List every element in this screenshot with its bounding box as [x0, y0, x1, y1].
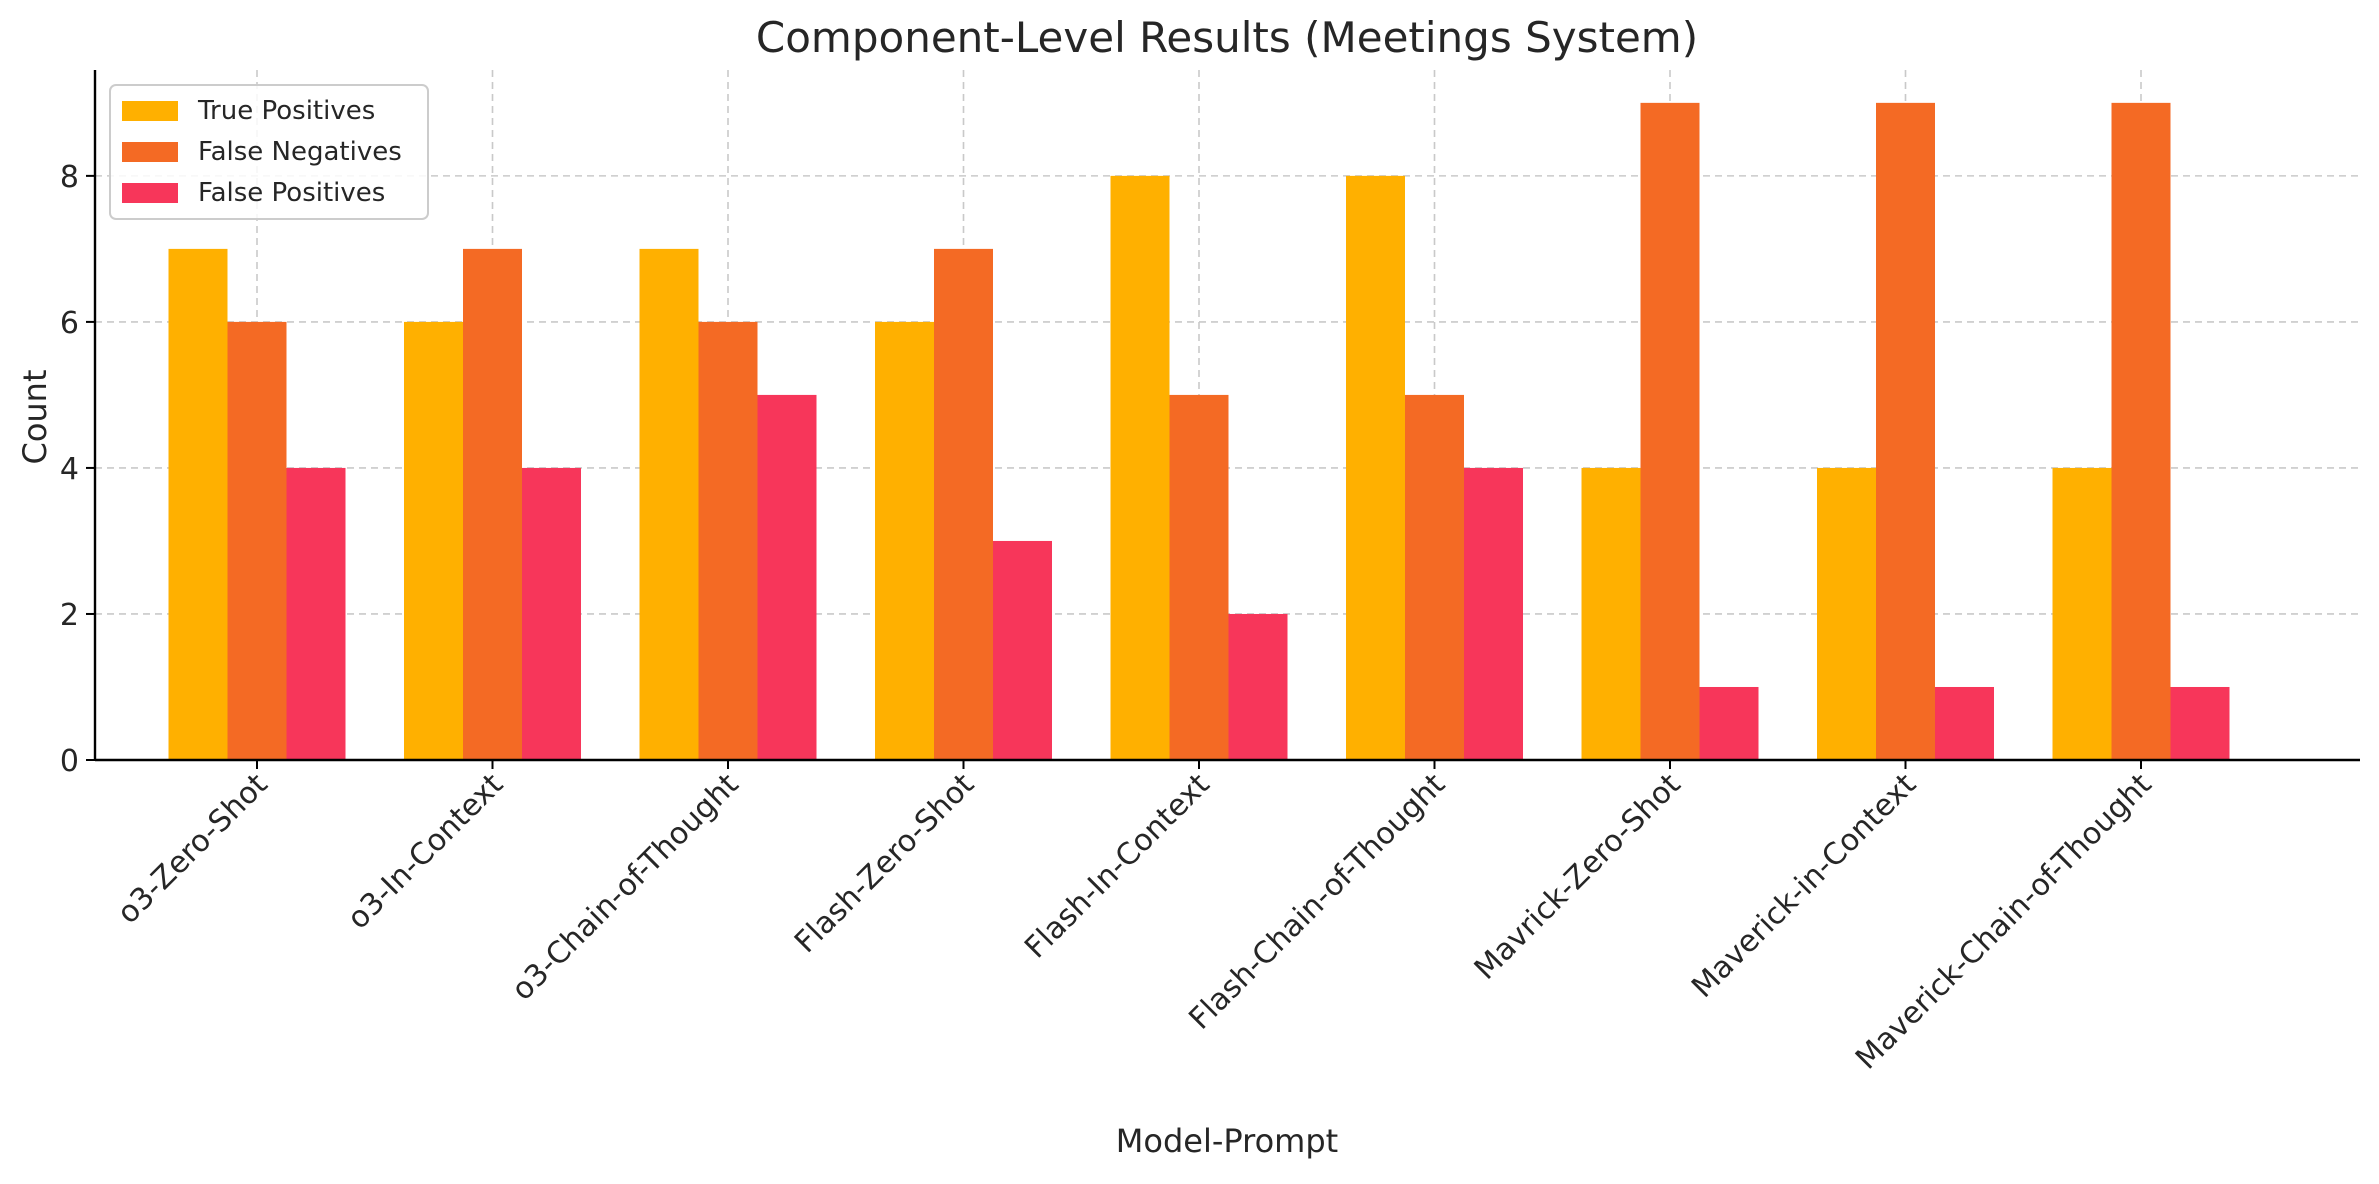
bar-false-negatives	[934, 248, 993, 760]
legend-swatch	[122, 142, 178, 162]
bar-false-negatives	[1169, 394, 1229, 760]
x-tick-label: Flash-In-Context	[1018, 767, 1217, 966]
bar-false-negatives	[1876, 102, 1935, 761]
bar-true-positives	[1346, 175, 1405, 760]
legend: True Positives False Negatives False Posit…	[109, 84, 429, 220]
y-axis-label: Count	[16, 369, 54, 464]
y-tick-label: 4	[60, 452, 79, 487]
x-tick-label: o3-Zero-Shot	[111, 767, 275, 931]
bar-false-positives	[1464, 467, 1523, 760]
bar-true-positives	[404, 321, 463, 760]
chart-title: Component-Level Results (Meetings System…	[756, 13, 1698, 62]
axes	[86, 70, 2360, 769]
x-tick-label: o3-Chain-of-Thought	[505, 767, 746, 1008]
bar-false-positives	[1935, 686, 1994, 760]
bars	[168, 102, 2230, 761]
bar-false-negatives	[698, 321, 758, 760]
bar-false-negatives	[463, 248, 522, 760]
bar-true-positives	[2052, 467, 2112, 760]
bar-false-negatives	[227, 321, 287, 760]
bar-false-positives	[993, 540, 1052, 760]
bar-true-positives	[168, 248, 228, 760]
x-tick-labels: o3-Zero-Shot o3-In-Contexto3-Chain-of-Tho…	[111, 767, 2159, 1077]
bar-true-positives	[1817, 467, 1876, 760]
x-tick-label: Maverick-in-Context	[1685, 767, 1923, 1005]
legend-label: True Positives	[197, 96, 375, 126]
y-tick-label: 6	[60, 306, 79, 341]
bar-false-positives	[2170, 686, 2230, 760]
bar-true-positives	[1110, 175, 1170, 760]
legend-swatch	[122, 101, 178, 121]
x-axis-label: Model-Prompt	[1116, 1122, 1338, 1160]
y-tick-labels: 0 2 4 6 8	[60, 160, 79, 779]
y-tick-label: 8	[60, 160, 79, 195]
legend-label: False Positives	[198, 178, 385, 208]
x-tick-label: Mavrick-Zero-Shot	[1468, 767, 1688, 987]
legend-label: False Negatives	[198, 137, 402, 167]
y-tick-label: 2	[60, 598, 79, 633]
x-tick-label: o3-In-Context	[341, 767, 511, 937]
bar-false-positives	[286, 467, 346, 760]
x-tick-label: Flash-Zero-Shot	[788, 767, 981, 960]
legend-frame	[109, 84, 429, 220]
bar-false-positives	[1228, 613, 1288, 760]
legend-swatch	[122, 183, 178, 203]
bar-true-positives	[639, 248, 699, 760]
x-tick-label: Flash-Chain-of-Thought	[1182, 767, 1452, 1037]
bar-false-negatives	[1405, 394, 1464, 760]
bar-false-negatives	[1640, 102, 1700, 761]
y-tick-label: 0	[60, 744, 79, 779]
bar-true-positives	[1581, 467, 1641, 760]
bar-false-negatives	[2111, 102, 2171, 761]
bar-false-positives	[522, 467, 581, 760]
bar-false-positives	[757, 394, 817, 760]
bar-false-positives	[1699, 686, 1759, 760]
bar-true-positives	[875, 321, 934, 760]
